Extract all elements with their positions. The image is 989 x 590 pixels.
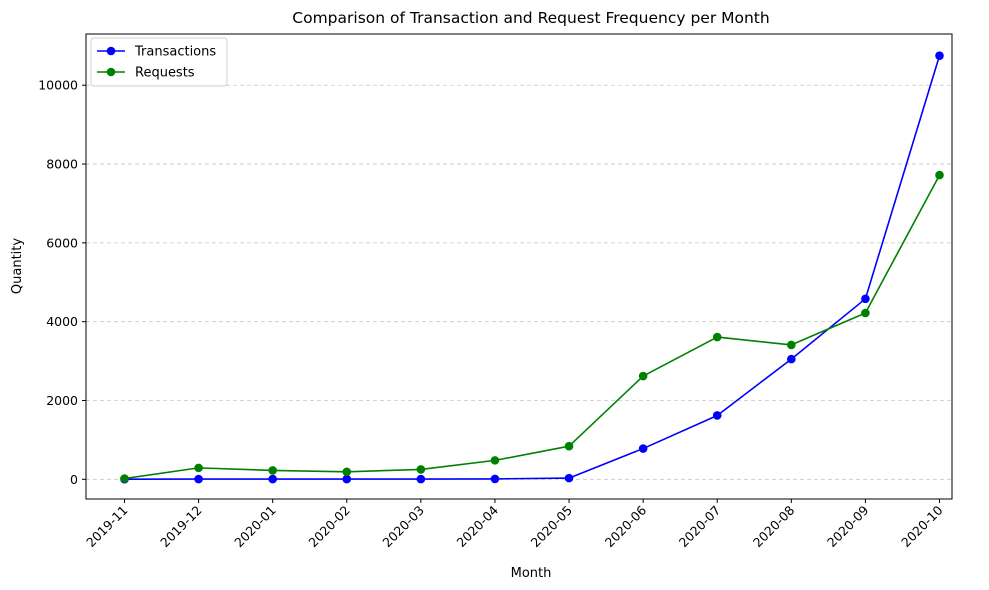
x-tick-label: 2020-05	[528, 503, 576, 551]
requests-point	[490, 456, 500, 465]
x-tick-label: 2020-02	[305, 503, 353, 551]
requests-point	[712, 332, 722, 342]
requests-point	[120, 474, 129, 483]
legend-label-requests: Requests	[135, 66, 195, 81]
plot-data	[120, 51, 944, 484]
transactions-point	[268, 474, 277, 484]
transactions-point	[935, 51, 944, 60]
requests-point	[564, 441, 574, 451]
requests-point	[268, 466, 277, 475]
y-tick-label: 4000	[46, 314, 78, 329]
x-tick-label: 2020-01	[231, 503, 279, 551]
requests-point	[861, 308, 870, 318]
x-tick-label: 2020-10	[898, 502, 946, 550]
requests-point	[638, 371, 648, 381]
y-axis-title: Quantity	[10, 238, 25, 294]
gridlines	[86, 84, 952, 480]
transactions-point	[194, 474, 203, 484]
requests-series	[120, 170, 944, 483]
transactions-point	[787, 354, 796, 364]
transactions-point	[416, 474, 426, 484]
x-tick-label: 2020-07	[676, 503, 724, 551]
x-tick-label: 2020-08	[750, 502, 798, 550]
requests-line	[124, 174, 941, 480]
legend-label-transactions: Transactions	[134, 45, 216, 60]
transactions-point	[564, 473, 574, 483]
transactions-point	[638, 444, 648, 453]
x-tick-label: 2019-11	[83, 503, 131, 551]
transactions-point	[712, 411, 722, 420]
requests-point	[342, 467, 352, 477]
transactions-series	[120, 51, 944, 484]
y-tick-label: 10000	[38, 78, 78, 93]
x-tick-label: 2020-04	[454, 502, 502, 550]
transactions-line	[124, 55, 941, 481]
legend: Transactions Requests	[90, 37, 228, 87]
requests-point	[787, 340, 796, 350]
legend-swatch-marker-transactions	[106, 46, 116, 56]
requests-point	[416, 465, 426, 474]
y-tick-label: 2000	[46, 393, 78, 408]
legend-box	[90, 37, 228, 87]
y-tick-label: 0	[70, 472, 78, 487]
legend-swatch-marker-requests	[106, 67, 116, 77]
y-tick-label: 8000	[46, 157, 78, 172]
chart-title: Comparison of Transaction and Request Fr…	[292, 9, 769, 27]
plot-frame	[85, 33, 953, 500]
requests-point	[194, 463, 203, 473]
x-axis-title: Month	[511, 566, 552, 581]
y-tick-label: 6000	[46, 235, 78, 250]
transactions-point	[490, 474, 500, 484]
requests-point	[935, 170, 944, 180]
x-tick-label: 2020-03	[379, 503, 427, 551]
x-tick-label: 2019-12	[157, 503, 205, 551]
x-tick-label: 2020-09	[824, 502, 872, 550]
x-tick-label: 2020-06	[602, 502, 650, 550]
transactions-point	[342, 474, 352, 484]
transactions-point	[861, 294, 870, 304]
